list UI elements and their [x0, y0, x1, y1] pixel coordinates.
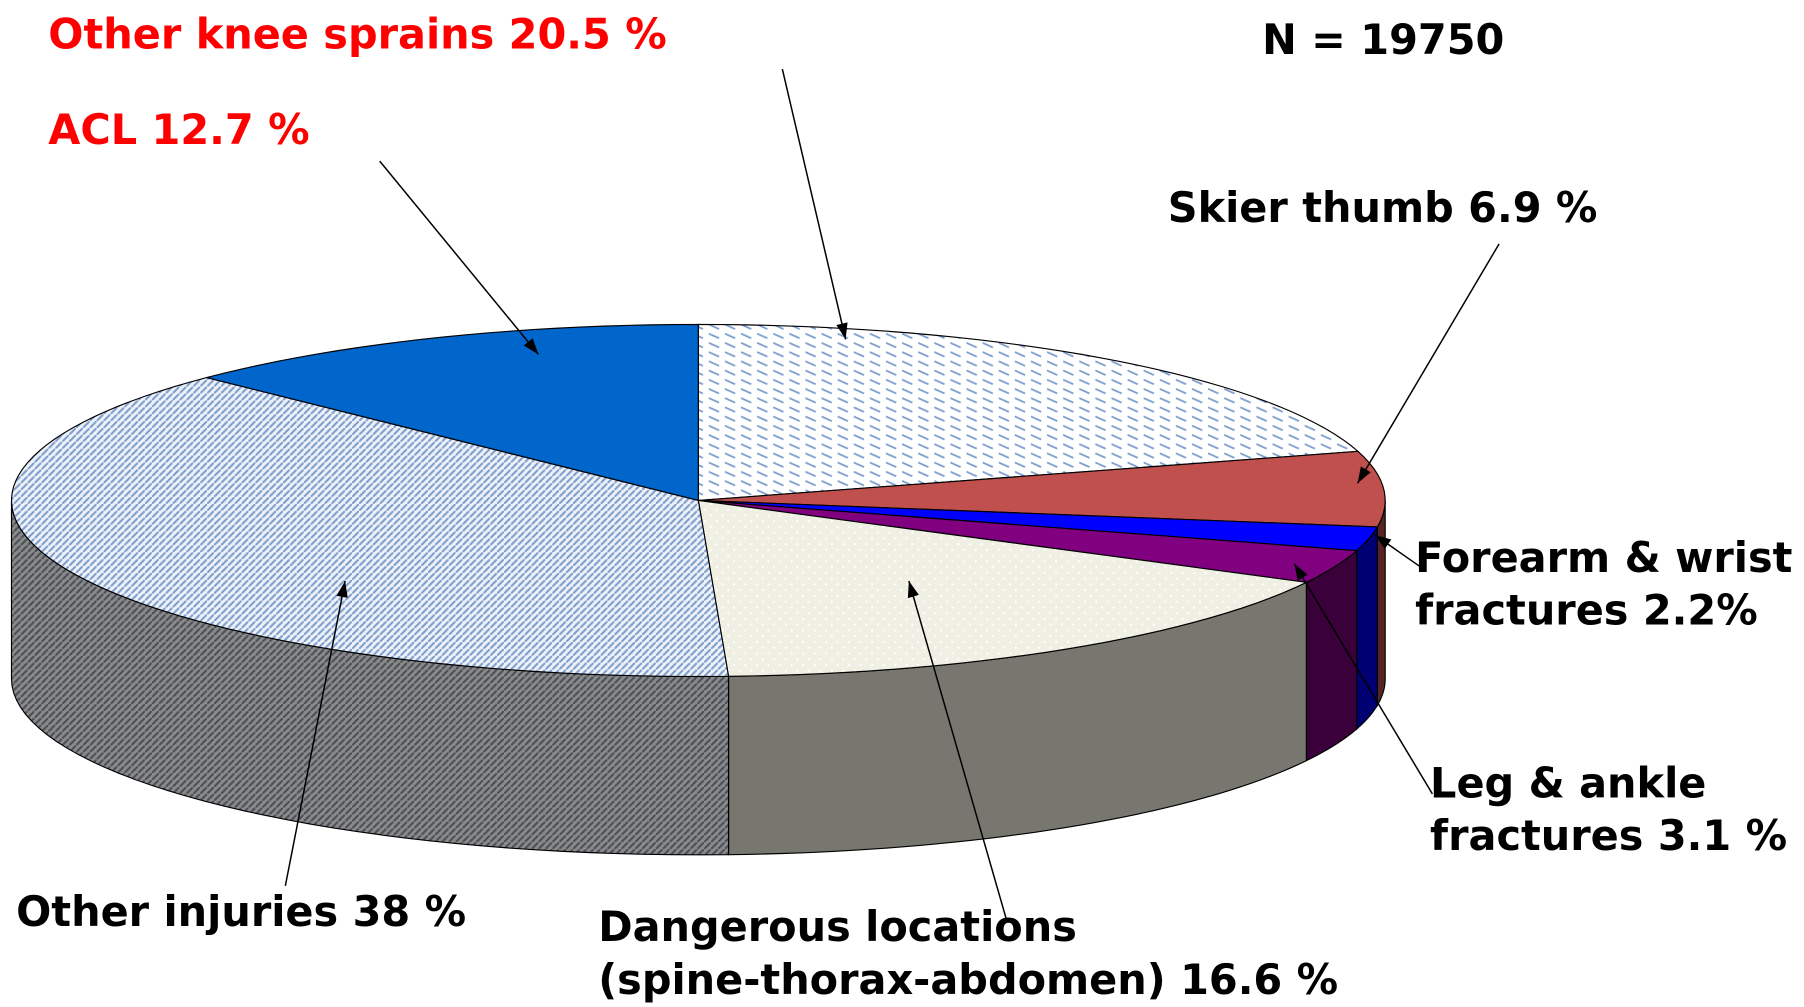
- leader-line: [1356, 243, 1500, 484]
- leader-arrow: [836, 322, 848, 340]
- slice-label: Other injuries 38 %: [16, 888, 466, 936]
- slice-label: ACL 12.7 %: [48, 106, 309, 154]
- slice-label: Skier thumb 6.9 %: [1168, 184, 1598, 232]
- note: N = 19750: [1262, 16, 1504, 64]
- slice-label: (spine-thorax-abdomen) 16.6 %: [598, 956, 1338, 1004]
- slice-label: fractures 2.2%: [1415, 587, 1758, 635]
- slice: [10, 376, 730, 678]
- leader-line: [1293, 563, 1434, 795]
- slice-label: Leg & ankle: [1430, 759, 1706, 807]
- slice-label: Other knee sprains 20.5 %: [48, 10, 666, 58]
- leader-arrow: [523, 338, 539, 355]
- leader-arrow: [1294, 563, 1308, 581]
- leader-arrow: [907, 581, 919, 599]
- slice: [206, 323, 699, 502]
- slice-side: [1376, 500, 1386, 708]
- leader-arrow: [336, 581, 348, 598]
- leader-line: [379, 160, 540, 355]
- leader-line: [284, 580, 346, 887]
- slice-label: Forearm & wrist: [1415, 534, 1792, 582]
- leader-arrow: [1357, 466, 1371, 484]
- slice-label: fractures 3.1 %: [1430, 812, 1787, 860]
- slice: [698, 499, 1359, 583]
- plot: N = 19750 Other knee sprains 20.5 % Skier…: [10, 10, 1792, 1004]
- leader-line: [781, 68, 847, 340]
- slice-label: Dangerous locations: [598, 903, 1077, 951]
- leader-line: [908, 580, 1008, 921]
- leader-arrow: [1374, 534, 1392, 549]
- slice: [698, 450, 1386, 528]
- slice-side: [1356, 524, 1378, 731]
- slice: [697, 499, 1309, 677]
- slice: [697, 323, 1360, 502]
